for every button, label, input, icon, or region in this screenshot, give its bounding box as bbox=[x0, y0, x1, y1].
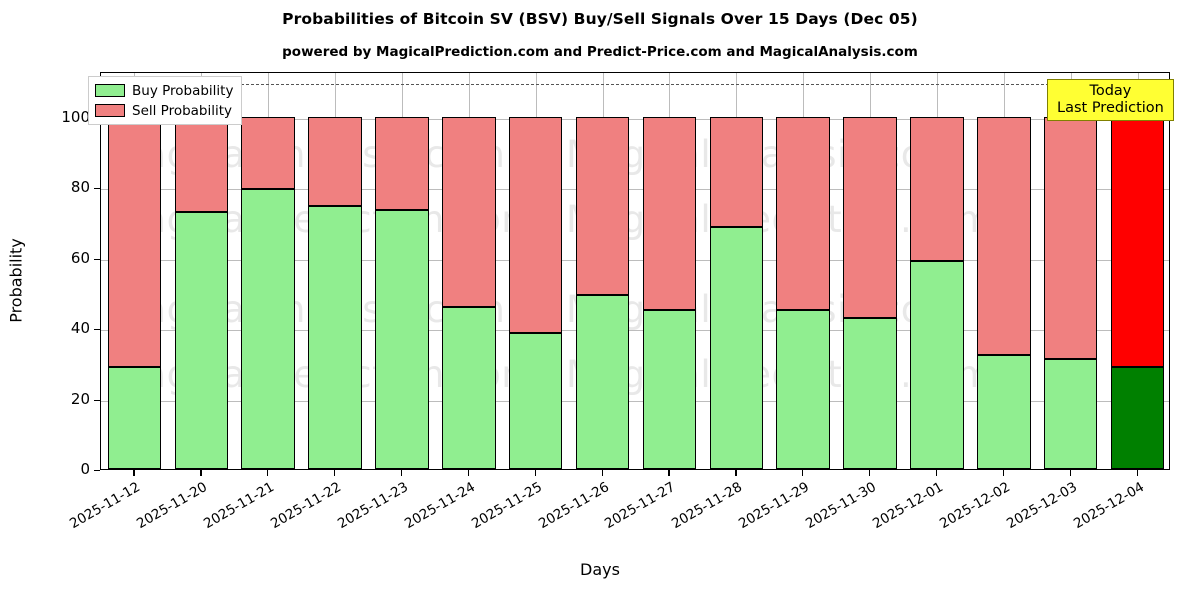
bar-segment-buy[interactable] bbox=[508, 333, 563, 469]
x-axis-tick-mark bbox=[668, 470, 670, 476]
y-axis-tick-label: 0 bbox=[80, 460, 90, 478]
y-axis-tick-mark bbox=[94, 470, 100, 472]
bar-stack[interactable] bbox=[843, 73, 897, 469]
x-axis-tick-mark bbox=[1002, 470, 1004, 476]
legend-label-sell: Sell Probability bbox=[132, 102, 233, 119]
gridline-horizontal bbox=[101, 189, 1169, 191]
bar-segment-sell[interactable] bbox=[843, 116, 897, 319]
x-axis-label: Days bbox=[580, 560, 620, 579]
bar-segment-sell[interactable] bbox=[1043, 116, 1098, 359]
bar-stack[interactable] bbox=[1043, 73, 1098, 469]
bar-segment-buy[interactable] bbox=[776, 309, 830, 469]
x-axis-tick-mark bbox=[601, 470, 603, 476]
legend-swatch-sell-icon bbox=[95, 104, 125, 117]
bar-segment-buy[interactable] bbox=[1043, 358, 1098, 469]
bar-stack[interactable] bbox=[241, 73, 295, 469]
bar-stack[interactable] bbox=[977, 73, 1031, 469]
bar-segment-buy[interactable] bbox=[910, 261, 964, 469]
bar-stack[interactable] bbox=[107, 73, 162, 469]
bar-segment-buy[interactable] bbox=[843, 318, 897, 469]
bar-segment-sell[interactable] bbox=[776, 116, 830, 310]
x-axis-tick-mark bbox=[133, 470, 135, 476]
bar-segment-buy[interactable] bbox=[241, 188, 295, 469]
bar-segment-sell[interactable] bbox=[977, 116, 1031, 355]
y-axis-tick-label: 20 bbox=[70, 389, 90, 408]
y-axis-tick-mark bbox=[94, 329, 100, 331]
bar-stack[interactable] bbox=[642, 73, 697, 469]
bar-stack[interactable] bbox=[508, 73, 563, 469]
gridline-horizontal bbox=[101, 259, 1169, 261]
plot-area: MagicalAnalysis.comMagicalAnalysis.comMa… bbox=[100, 72, 1170, 470]
bar-segment-sell[interactable] bbox=[642, 116, 697, 310]
bar-stack[interactable] bbox=[442, 73, 496, 469]
today-label-line2: Last Prediction bbox=[1057, 99, 1164, 116]
bar-segment-sell[interactable] bbox=[910, 116, 964, 262]
x-axis-tick-mark bbox=[735, 470, 737, 476]
bar-segment-sell[interactable] bbox=[174, 116, 229, 212]
legend-swatch-buy-icon bbox=[95, 84, 125, 97]
gridline-horizontal bbox=[101, 118, 1169, 120]
x-axis-tick-mark bbox=[334, 470, 336, 476]
bar-stack[interactable] bbox=[575, 73, 630, 469]
y-axis-tick-mark bbox=[94, 188, 100, 190]
bar-stack[interactable] bbox=[776, 73, 830, 469]
bar-stack[interactable] bbox=[308, 73, 362, 469]
y-axis-label: Probability bbox=[6, 238, 26, 323]
reference-dashed-line bbox=[101, 83, 1169, 85]
bar-segment-buy[interactable] bbox=[709, 227, 764, 469]
bar-segment-sell[interactable] bbox=[508, 116, 563, 334]
bar-segment-buy[interactable] bbox=[375, 209, 429, 469]
gridline-horizontal bbox=[101, 330, 1169, 332]
bar-segment-sell[interactable] bbox=[575, 116, 630, 295]
x-axis-tick-mark bbox=[1136, 470, 1138, 476]
bar-segment-buy[interactable] bbox=[308, 205, 362, 469]
bar-segment-buy[interactable] bbox=[575, 294, 630, 469]
x-axis-tick-mark bbox=[400, 470, 403, 476]
bar-segment-sell[interactable] bbox=[1110, 116, 1165, 367]
x-axis-tick-mark bbox=[935, 470, 938, 476]
bar-stack[interactable] bbox=[709, 73, 764, 469]
bar-segment-buy[interactable] bbox=[107, 366, 162, 469]
today-label-line1: Today bbox=[1089, 83, 1132, 99]
chart-subtitle: powered by MagicalPrediction.com and Pre… bbox=[282, 44, 918, 60]
bar-segment-sell[interactable] bbox=[241, 116, 295, 189]
x-axis-tick-mark bbox=[1069, 470, 1071, 476]
y-axis-tick-mark bbox=[94, 399, 100, 401]
bar-stack[interactable] bbox=[375, 73, 429, 469]
today-annotation: Today Last Prediction bbox=[1047, 79, 1174, 122]
legend-item-buy: Buy Probability bbox=[95, 82, 233, 99]
bar-segment-buy[interactable] bbox=[642, 309, 697, 469]
bar-segment-buy[interactable] bbox=[977, 354, 1031, 469]
bar-segment-buy[interactable] bbox=[174, 211, 229, 469]
y-axis-tick-label: 40 bbox=[70, 319, 90, 338]
y-axis-tick-mark bbox=[94, 258, 100, 260]
x-axis-tick-mark bbox=[200, 470, 202, 476]
x-axis-tick-mark bbox=[869, 470, 871, 476]
y-axis-tick-label: 60 bbox=[70, 248, 90, 267]
legend-label-buy: Buy Probability bbox=[132, 82, 234, 99]
bar-segment-sell[interactable] bbox=[375, 116, 429, 210]
bar-segment-sell[interactable] bbox=[107, 116, 162, 367]
bar-segment-buy[interactable] bbox=[442, 306, 496, 469]
bar-segment-sell[interactable] bbox=[442, 116, 496, 307]
gridline-horizontal bbox=[101, 400, 1169, 402]
x-axis-tick-mark bbox=[534, 470, 536, 476]
chart-legend: Buy Probability Sell Probability bbox=[88, 76, 243, 125]
bar-stack[interactable] bbox=[174, 73, 229, 469]
y-axis-tick-label: 100 bbox=[61, 107, 90, 126]
bar-stack[interactable] bbox=[1110, 73, 1165, 469]
x-axis-tick-mark bbox=[267, 470, 269, 476]
x-axis-tick-mark bbox=[467, 470, 469, 476]
x-axis-tick-mark bbox=[802, 470, 804, 476]
y-axis-tick-label: 80 bbox=[70, 178, 90, 197]
bar-segment-sell[interactable] bbox=[308, 116, 362, 206]
bar-stack[interactable] bbox=[910, 73, 964, 469]
bar-segment-sell[interactable] bbox=[709, 116, 764, 228]
chart-title: Probabilities of Bitcoin SV (BSV) Buy/Se… bbox=[282, 10, 918, 28]
bar-segment-buy[interactable] bbox=[1110, 366, 1165, 469]
legend-item-sell: Sell Probability bbox=[95, 102, 233, 119]
